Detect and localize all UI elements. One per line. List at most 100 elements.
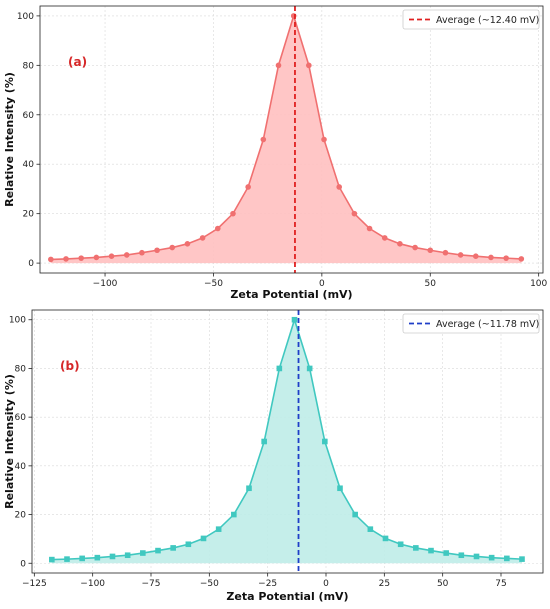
data-point — [518, 256, 525, 262]
data-point — [78, 255, 84, 261]
data-point — [306, 62, 312, 69]
data-point — [48, 256, 54, 263]
data-point — [214, 225, 221, 232]
data-point — [231, 511, 237, 518]
y-tick-label: 0 — [20, 559, 26, 569]
x-tick-label: −125 — [22, 579, 47, 589]
data-point — [381, 235, 388, 241]
x-axis-label: Zeta Potential (mV) — [226, 590, 348, 603]
data-point — [140, 550, 146, 556]
data-point — [427, 247, 434, 254]
chart-panel-2: −125 −100 −75 −50 −25 0 25 50 75 0 20 40 60 80 100 Zeta… — [3, 309, 544, 603]
plot-frame — [39, 5, 544, 274]
y-tick-label: 40 — [15, 462, 27, 472]
data-point — [351, 210, 358, 217]
data-point — [321, 136, 327, 143]
y-tick-label: 20 — [23, 210, 35, 220]
data-point — [49, 556, 55, 563]
data-point — [322, 438, 328, 445]
data-point — [109, 553, 116, 560]
y-tick-label: 40 — [23, 160, 35, 170]
data-point — [123, 252, 130, 258]
y-tick-label: 60 — [23, 111, 35, 121]
data-point — [185, 541, 192, 548]
data-point — [246, 485, 252, 492]
data-point — [473, 553, 480, 560]
data-point — [184, 241, 191, 247]
y-tick-label: 0 — [28, 259, 34, 269]
panel-label: (a) — [68, 55, 87, 69]
x-axis-label: Zeta Potential (mV) — [230, 288, 352, 301]
data-point — [261, 438, 267, 445]
x-tick-label: 75 — [495, 579, 506, 589]
data-point — [503, 255, 509, 261]
data-point — [519, 556, 525, 562]
data-point — [169, 244, 176, 251]
y-tick-label: 20 — [15, 511, 27, 521]
x-tick-label: 100 — [530, 279, 547, 289]
data-point — [412, 244, 418, 251]
legend-box — [402, 313, 540, 334]
data-point — [472, 253, 479, 259]
data-point — [275, 62, 282, 69]
y-axis-label: Relative Intensity (%) — [3, 72, 16, 207]
data-point — [336, 184, 342, 190]
data-point — [458, 552, 465, 559]
data-point — [367, 526, 374, 532]
x-tick-label: −75 — [142, 579, 161, 589]
x-tick-label: −50 — [200, 579, 219, 589]
plot-frame — [31, 309, 544, 574]
y-tick-label: 60 — [15, 413, 27, 423]
legend-label: Average (~11.78 mV) — [436, 319, 539, 330]
data-point — [337, 485, 343, 492]
data-point — [124, 552, 131, 559]
y-tick-label: 80 — [15, 364, 27, 374]
data-point — [64, 556, 70, 562]
data-point — [199, 235, 206, 241]
data-point — [428, 547, 434, 554]
data-point — [366, 225, 373, 232]
data-point — [139, 249, 145, 256]
x-tick-label: 0 — [319, 279, 325, 289]
legend-label: Average (~12.40 mV) — [436, 15, 539, 26]
x-tick-label: 50 — [425, 279, 437, 289]
x-tick-label: 50 — [437, 579, 449, 589]
data-point — [155, 547, 161, 554]
y-axis-label: Relative Intensity (%) — [3, 374, 16, 509]
x-tick-label: 25 — [379, 579, 390, 589]
data-point — [442, 249, 449, 256]
data-point — [504, 555, 510, 562]
data-point — [306, 365, 313, 372]
data-point — [93, 254, 100, 261]
area-fill — [51, 319, 522, 564]
legend: Average (~12.40 mV) — [402, 9, 540, 30]
data-point — [94, 554, 101, 561]
y-tick-label: 100 — [9, 316, 26, 326]
data-point — [413, 545, 419, 551]
data-point — [154, 247, 160, 254]
data-point — [260, 136, 267, 143]
y-tick-label: 100 — [17, 12, 34, 22]
data-point — [397, 241, 403, 247]
data-point — [200, 535, 207, 542]
data-point — [488, 554, 495, 561]
x-tick-label: −100 — [93, 279, 118, 289]
legend: Average (~11.78 mV) — [402, 313, 540, 334]
data-point — [488, 254, 494, 261]
data-point — [230, 210, 236, 217]
x-tick-label: 0 — [323, 579, 329, 589]
data-point — [291, 316, 298, 323]
x-tick-label: −100 — [80, 579, 105, 589]
data-point — [215, 526, 222, 532]
x-tick-label: −50 — [204, 279, 223, 289]
data-point — [245, 184, 251, 190]
chart-panel-1: −100 −50 0 50 100 0 20 40 60 80 100 Zeta Potential … — [3, 5, 548, 301]
x-tick-label: −25 — [258, 579, 277, 589]
data-point — [276, 365, 283, 372]
panel-label: (b) — [60, 359, 80, 373]
data-point — [443, 550, 449, 556]
data-point — [397, 541, 404, 548]
data-point — [352, 511, 358, 518]
